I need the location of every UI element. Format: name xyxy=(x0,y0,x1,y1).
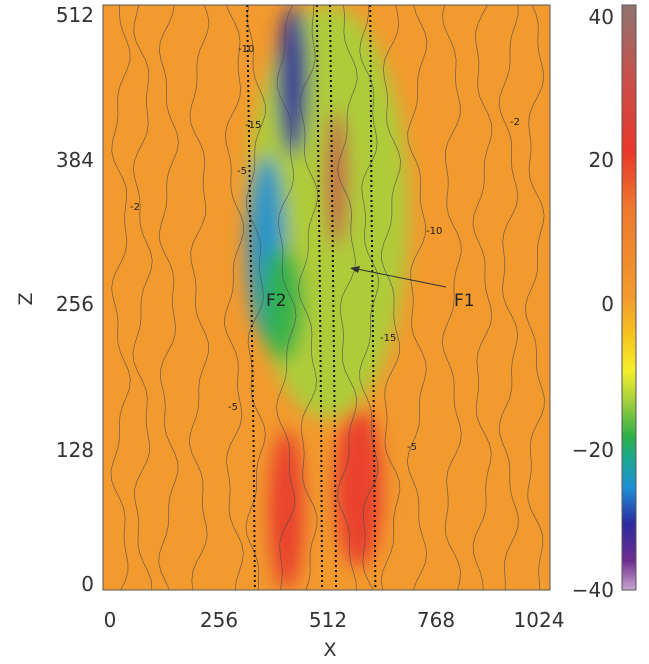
x-tick-label: 512 xyxy=(309,608,347,632)
contour-line xyxy=(224,5,244,590)
x-tick-label: 768 xyxy=(417,608,455,632)
contour-line xyxy=(406,5,428,590)
annotation-f1: F1 xyxy=(350,266,475,311)
contour-line xyxy=(132,5,153,590)
contour-line xyxy=(276,5,297,590)
heatmap-region xyxy=(268,430,304,590)
contour-lines xyxy=(110,5,545,590)
y-tick-label: 384 xyxy=(56,148,94,172)
colorbar-strip xyxy=(621,4,637,591)
contour-line xyxy=(380,5,402,590)
contour-line xyxy=(188,5,210,590)
heatmap-region xyxy=(277,5,309,156)
f1-arrow-line xyxy=(351,267,447,288)
f2-label: F2 xyxy=(266,291,287,311)
colorbar: 40 20 0 −20 −40 xyxy=(572,4,637,602)
y-tick-label: 256 xyxy=(56,292,94,316)
contour-labels: -10 -15 -5 -2 -10 -15 -5 -2 -5 xyxy=(130,44,520,453)
x-axis: 0 256 512 768 1024 X xyxy=(104,608,565,661)
colorbar-tick-label: 0 xyxy=(601,292,614,316)
contour-label: -5 xyxy=(407,442,417,453)
y-tick-label: 0 xyxy=(81,572,94,596)
contour-label: -15 xyxy=(380,333,396,344)
colorbar-tick-label: −20 xyxy=(572,438,614,462)
contour-label: -2 xyxy=(510,117,520,128)
contour-line xyxy=(359,5,380,590)
x-tick-label: 0 xyxy=(104,608,117,632)
f1-label: F1 xyxy=(454,291,475,311)
contour-label: -5 xyxy=(237,166,247,177)
y-tick-label: 512 xyxy=(56,3,94,27)
colorbar-tick-label: 40 xyxy=(589,5,614,29)
contour-line xyxy=(297,5,319,590)
y-axis-title: Z xyxy=(15,292,37,305)
contour-line xyxy=(337,5,358,590)
contour-line xyxy=(524,5,545,590)
plot-area xyxy=(103,5,550,590)
f1-arrow-head xyxy=(350,266,360,273)
contour-line xyxy=(110,5,131,590)
y-tick-label: 128 xyxy=(56,438,94,462)
contour-label: -10 xyxy=(238,44,254,55)
heatmap-region xyxy=(260,247,304,362)
colorbar-tick-label: 20 xyxy=(589,148,614,172)
contour-label: -5 xyxy=(228,402,238,413)
contour-line xyxy=(245,5,266,590)
contour-line xyxy=(498,5,519,590)
contour-line xyxy=(441,5,462,590)
contour-label: -10 xyxy=(426,226,442,237)
contour-line xyxy=(158,5,179,590)
colorbar-tick-label: −40 xyxy=(572,578,614,602)
contour-label: -15 xyxy=(245,120,261,131)
x-tick-label: 256 xyxy=(200,608,238,632)
heatmap-region xyxy=(334,407,383,568)
y-axis: 0 128 256 384 512 Z xyxy=(15,3,94,596)
contour-label: -2 xyxy=(130,202,140,213)
x-axis-title: X xyxy=(323,639,336,661)
plot-frame xyxy=(102,4,551,591)
contour-line xyxy=(472,5,493,590)
heatmap-region xyxy=(325,110,348,248)
x-tick-label: 1024 xyxy=(514,608,565,632)
